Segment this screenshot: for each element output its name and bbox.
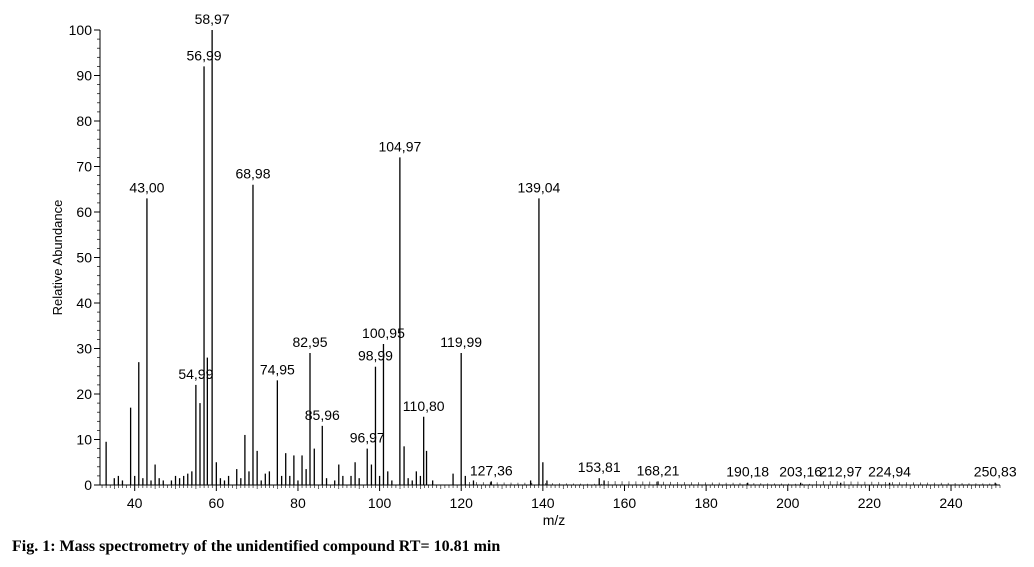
x-tick-label: 160 <box>613 495 637 511</box>
peak-label: 96,97 <box>350 430 385 446</box>
peak-label: 74,95 <box>260 361 295 377</box>
y-tick-label: 30 <box>76 341 92 357</box>
x-axis-label: m/z <box>543 512 566 528</box>
x-axis-ticks: 40 60 80 100 120 140 160 180 200 220 240 <box>101 485 1001 511</box>
peak-label: 104,97 <box>378 138 421 154</box>
x-tick-label: 60 <box>209 495 225 511</box>
peak-label: 58,97 <box>195 11 230 27</box>
y-tick-label: 70 <box>76 159 92 175</box>
x-tick-label: 140 <box>531 495 555 511</box>
x-tick-label: 100 <box>368 495 392 511</box>
x-tick-label: 80 <box>290 495 306 511</box>
x-tick-label: 120 <box>450 495 474 511</box>
peak-label: 139,04 <box>518 179 561 195</box>
y-tick-label: 20 <box>76 386 92 402</box>
x-tick-label: 200 <box>776 495 800 511</box>
peak-label: 68,98 <box>235 166 270 182</box>
peak-label: 203,16 <box>779 464 822 480</box>
peak-label: 153,81 <box>578 459 621 475</box>
peak-label: 98,99 <box>358 348 393 364</box>
figure-caption: Fig. 1: Mass spectrometry of the unident… <box>12 538 501 555</box>
peak-label: 110,80 <box>403 398 445 414</box>
peak-label: 54,99 <box>178 366 213 382</box>
x-tick-label: 240 <box>939 495 963 511</box>
peak-label: 43,00 <box>129 179 164 195</box>
peak-label: 82,95 <box>292 334 327 350</box>
x-tick-label: 180 <box>694 495 718 511</box>
y-axis-ticks: 0 10 20 30 40 50 60 70 80 90 100 <box>69 22 100 493</box>
peak-label: 56,99 <box>187 47 222 63</box>
y-axis-label: Relative Abundance <box>50 200 65 316</box>
peak-label: 100,95 <box>362 325 405 341</box>
spectrum-peaks <box>105 30 998 485</box>
y-tick-label: 60 <box>76 204 92 220</box>
peak-label: 250,83 <box>974 464 1017 480</box>
y-tick-label: 80 <box>76 113 92 129</box>
peak-labels: 43,00 54,99 56,99 58,97 68,98 74,95 82,95 85,96… <box>129 11 1016 480</box>
y-tick-label: 50 <box>76 250 92 266</box>
x-tick-label: 220 <box>858 495 882 511</box>
peak-label: 212,97 <box>819 464 862 480</box>
y-tick-label: 40 <box>76 295 92 311</box>
y-tick-label: 100 <box>69 22 93 38</box>
peak-label: 127,36 <box>470 462 513 478</box>
y-tick-label: 0 <box>84 477 92 493</box>
peak-label: 119,99 <box>440 334 482 350</box>
peak-label: 190,18 <box>726 464 769 480</box>
peak-label: 224,94 <box>868 464 911 480</box>
x-tick-label: 40 <box>127 495 143 511</box>
y-tick-label: 10 <box>76 432 92 448</box>
peak-label: 85,96 <box>305 407 340 423</box>
y-tick-label: 90 <box>76 68 92 84</box>
peak-label: 168,21 <box>637 462 680 478</box>
